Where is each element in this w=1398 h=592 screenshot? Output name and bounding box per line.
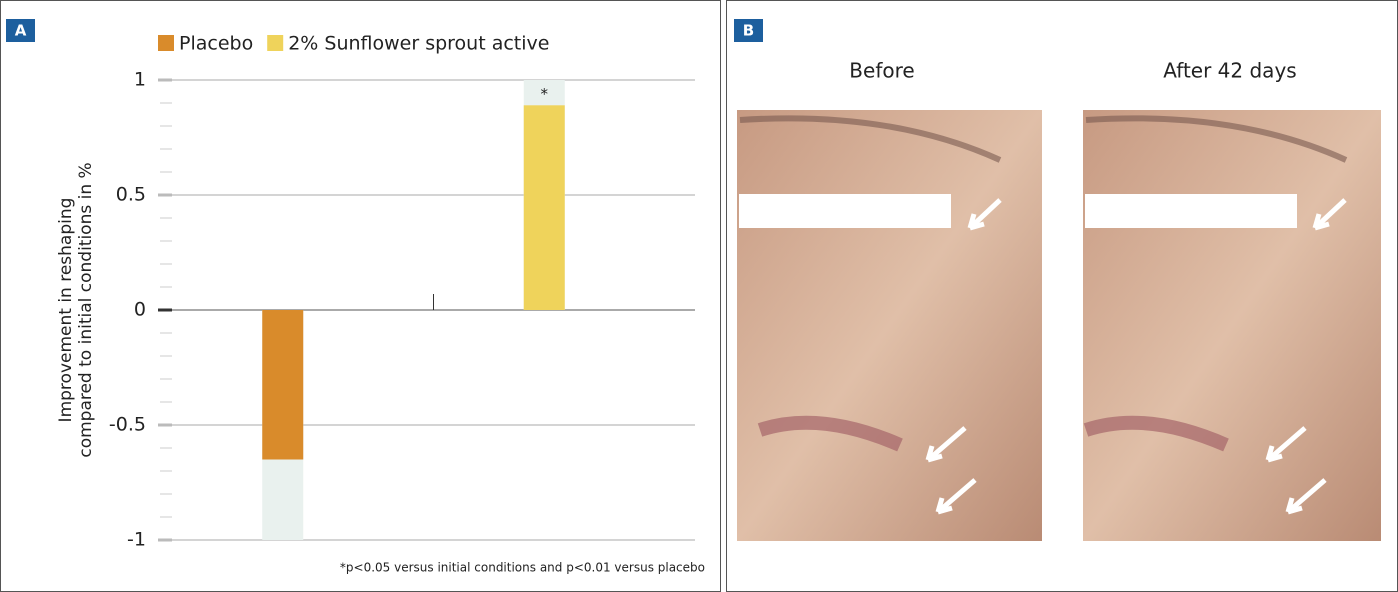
- legend-label: 2% Sunflower sprout active: [288, 33, 549, 55]
- y-tick-label: -0.5: [109, 414, 146, 436]
- photo: [1083, 110, 1381, 541]
- panel-label-box: [6, 19, 35, 42]
- panel-label: B: [743, 22, 754, 40]
- y-tick-label: -1: [127, 529, 146, 551]
- legend-label: Placebo: [179, 33, 253, 55]
- legend-swatch: [267, 35, 284, 51]
- y-axis-label: Improvement in reshaping: [56, 198, 76, 423]
- y-tick-label: 0.5: [116, 184, 146, 206]
- legend-swatch: [158, 35, 174, 51]
- bar: [262, 310, 304, 460]
- panel-label-box: [734, 19, 763, 42]
- footnote: *p<0.05 versus initial conditions and p<…: [340, 561, 705, 575]
- significance-mark: *: [541, 85, 549, 103]
- y-tick-label: 1: [134, 69, 146, 91]
- photo: [737, 110, 1042, 541]
- panel-a-frame: [0, 0, 721, 592]
- y-tick-label: 0: [134, 299, 146, 321]
- panel-label: A: [15, 22, 27, 40]
- photo-title: Before: [849, 59, 914, 83]
- y-axis-label: compared to initial conditions in %: [76, 162, 96, 457]
- photo-title: After 42 days: [1163, 59, 1296, 83]
- bar: [523, 105, 565, 310]
